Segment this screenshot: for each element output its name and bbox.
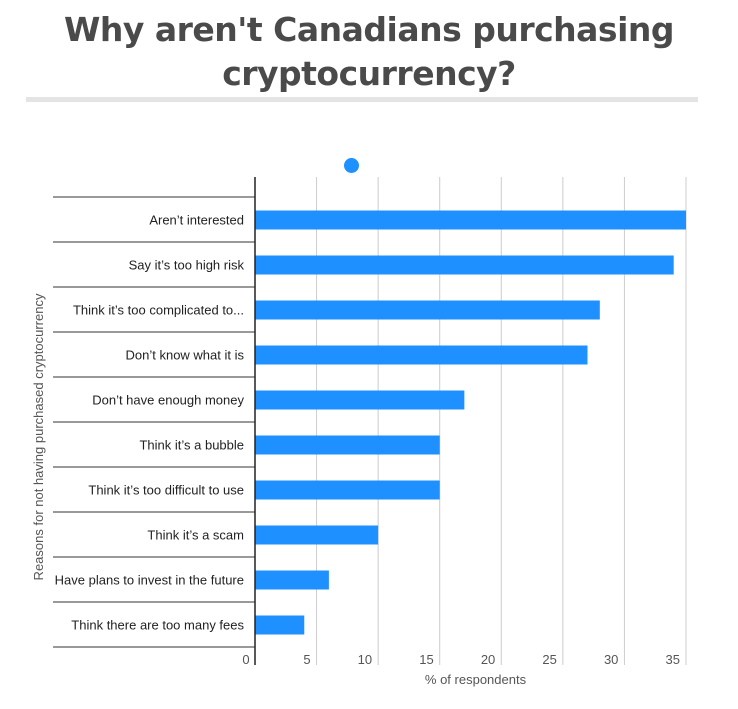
gridlines (316, 177, 687, 665)
x-tick-label: 15 (419, 652, 433, 667)
x-tick-label: 10 (358, 652, 372, 667)
category-label: Think there are too many fees (71, 618, 244, 633)
x-axis-title: % of respondents (425, 672, 527, 687)
x-tick-label: 30 (604, 652, 618, 667)
bar (255, 210, 686, 230)
category-label: Think it’s a bubble (139, 438, 244, 453)
category-label: Aren’t interested (149, 213, 244, 228)
bar (255, 390, 465, 410)
x-tick-label: 35 (666, 652, 680, 667)
category-label: Think it’s a scam (147, 528, 244, 543)
chart-title: Why aren't Canadians purchasing cryptocu… (63, 10, 675, 93)
category-label: Don’t know what it is (126, 348, 245, 363)
category-label: Think it’s too difficult to use (88, 483, 244, 498)
bar (255, 525, 379, 545)
category-separators (53, 196, 255, 648)
bar (255, 345, 588, 365)
bar (255, 615, 305, 635)
bars (255, 210, 686, 635)
x-tick-label: 25 (542, 652, 556, 667)
x-tick-label: 0 (242, 652, 249, 667)
y-axis-title: Reasons for not having purchased cryptoc… (31, 293, 46, 580)
category-labels: Aren’t interested Say it’s too high risk T… (55, 213, 245, 633)
bar (255, 480, 440, 500)
x-tick-label: 20 (481, 652, 495, 667)
bar (255, 570, 329, 590)
x-tick-label: 5 (303, 652, 310, 667)
title-divider (26, 97, 698, 102)
category-label: Say it’s too high risk (129, 258, 245, 273)
category-label: Think it’s too complicated to... (73, 303, 244, 318)
category-label: Have plans to invest in the future (55, 573, 244, 588)
x-tick-labels: 0 5 10 15 20 25 30 35 (242, 652, 680, 667)
bar (255, 255, 674, 275)
bar (255, 300, 600, 320)
legend-marker (344, 158, 359, 173)
bar (255, 435, 440, 455)
category-label: Don’t have enough money (92, 393, 244, 408)
